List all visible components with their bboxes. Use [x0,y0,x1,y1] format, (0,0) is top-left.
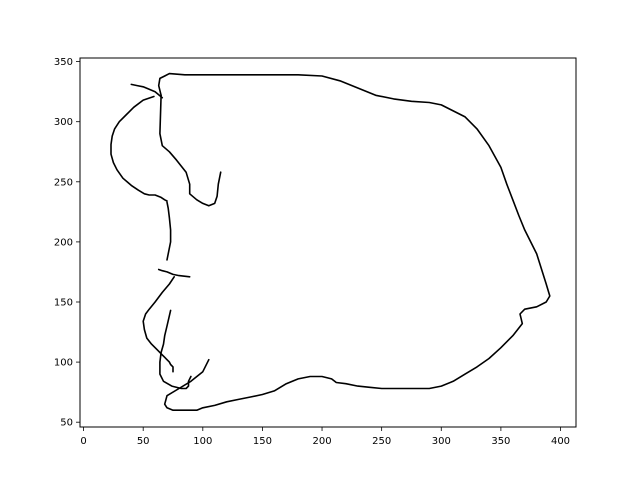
x-tick-label: 300 [432,436,451,447]
x-tick-label: 250 [372,436,391,447]
x-tick-label: 400 [551,436,570,447]
x-tick-label: 200 [312,436,331,447]
x-tick-label: 150 [253,436,272,447]
series-lines [110,72,551,412]
y-tick-label: 200 [54,237,73,248]
series-line-5 [159,309,192,390]
x-tick-label: 50 [137,436,150,447]
series-line-7 [166,201,172,261]
y-tick-label: 350 [54,57,73,68]
y-tick-label: 250 [54,177,73,188]
y-tick-label: 150 [54,297,73,308]
y-tick-label: 50 [60,418,73,429]
y-tick-label: 100 [54,358,73,369]
y-axis: 50 100 150 200 250 300 350 [54,57,80,429]
x-tick-label: 350 [491,436,510,447]
series-line-2 [159,94,222,207]
series-line-1 [157,72,551,412]
series-line-8 [130,83,164,99]
y-tick-label: 300 [54,117,73,128]
plot-frame [79,57,577,428]
series-line-3 [142,275,175,373]
x-tick-label: 0 [80,436,86,447]
series-line-6 [110,95,168,202]
series-line-4 [157,268,191,278]
x-axis: 0 50 100 150 200 250 300 350 400 [80,427,570,447]
x-tick-label: 100 [193,436,212,447]
